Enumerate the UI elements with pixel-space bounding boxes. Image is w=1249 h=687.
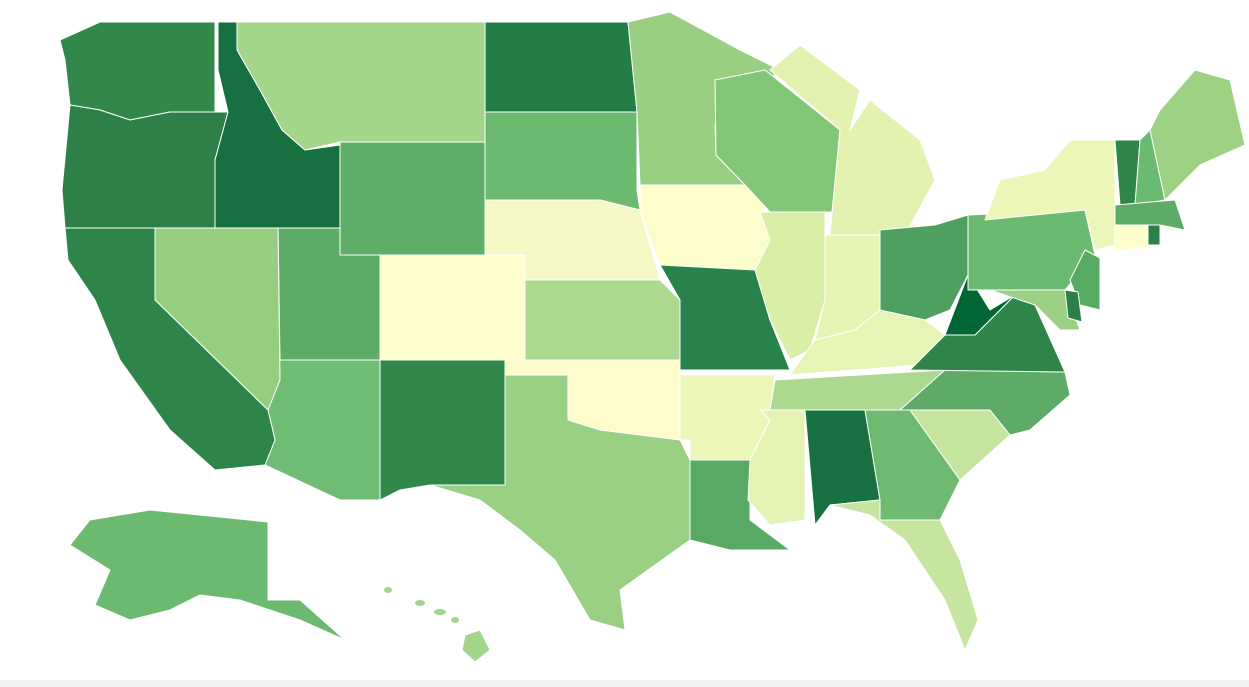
state-region xyxy=(1064,289,1083,323)
island xyxy=(384,587,392,593)
bottom-strip xyxy=(0,680,1249,687)
state-region xyxy=(379,254,526,361)
state-region xyxy=(379,359,506,501)
state-region xyxy=(64,227,276,471)
state-region xyxy=(1147,224,1161,246)
state-region xyxy=(1149,69,1246,201)
state-region xyxy=(461,629,491,663)
state-region xyxy=(484,21,638,113)
state-region xyxy=(59,21,216,121)
state-region xyxy=(339,141,486,256)
state-region xyxy=(524,279,681,361)
state-region xyxy=(1114,199,1186,231)
state-region xyxy=(789,309,946,376)
state-region xyxy=(944,274,1016,336)
state-region xyxy=(484,111,641,211)
state-region xyxy=(429,374,691,631)
state-region xyxy=(747,409,806,526)
state-region xyxy=(989,289,1081,331)
state-region xyxy=(829,499,979,651)
state-region xyxy=(61,104,229,229)
state-region xyxy=(1114,224,1149,251)
island xyxy=(434,609,446,615)
island xyxy=(451,617,459,623)
state-region xyxy=(639,184,771,271)
state-region xyxy=(769,44,936,236)
state-region xyxy=(69,509,346,641)
island xyxy=(415,600,425,606)
